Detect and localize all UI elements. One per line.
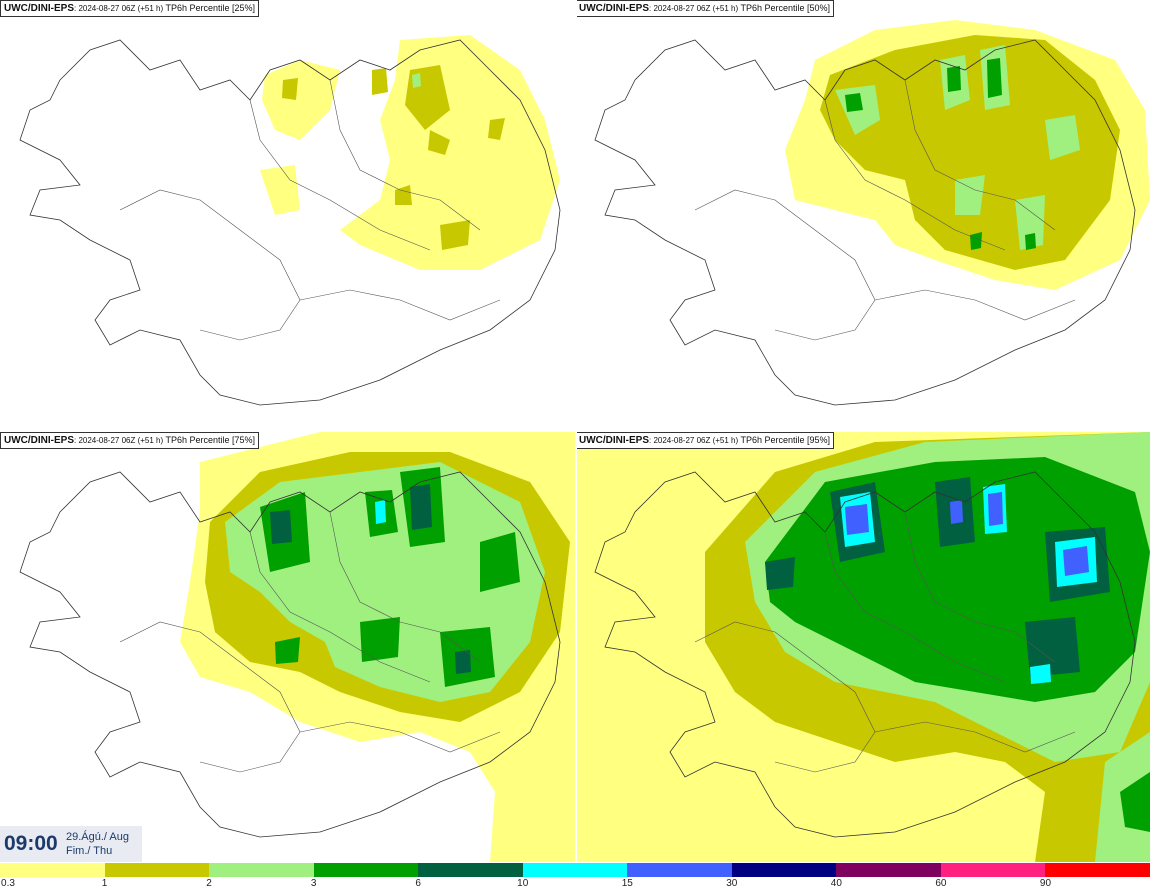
map-panel-p50: UWC/DINI-EPS: 2024-08-27 06Z (+51 h) TP6… xyxy=(575,0,1150,430)
map-panel-p95: UWC/DINI-EPS: 2024-08-27 06Z (+51 h) TP6… xyxy=(575,432,1150,862)
precip-map xyxy=(19,35,561,406)
valid-time: 09:00 xyxy=(4,832,58,855)
legend-tick-label: 60 xyxy=(935,878,947,889)
legend-swatch xyxy=(940,863,1047,877)
valid-weekday: Fim./ Thu xyxy=(66,845,113,857)
panel-divider xyxy=(575,0,577,862)
legend-swatch xyxy=(104,863,211,877)
precip-shading xyxy=(575,432,1150,862)
precip-map xyxy=(594,20,1150,406)
legend-tick-label: 6 xyxy=(415,878,421,889)
legend-tick-label: 15 xyxy=(621,878,633,889)
map-panel-p25: UWC/DINI-EPS: 2024-08-27 06Z (+51 h) TP6… xyxy=(0,0,575,430)
valid-time-box: 09:00 29.Ágú./ Aug Fim./ Thu xyxy=(0,826,142,862)
map-panel-p75: UWC/DINI-EPS: 2024-08-27 06Z (+51 h) TP6… xyxy=(0,432,575,862)
iceland-coastline xyxy=(19,471,561,838)
iceland-coastline xyxy=(594,471,1136,838)
legend-tick-label: 90 xyxy=(1039,878,1052,889)
panel-title: UWC/DINI-EPS: 2024-08-27 06Z (+51 h) TP6… xyxy=(0,0,260,17)
legend-tick-label: 3 xyxy=(310,878,317,889)
panel-title: UWC/DINI-EPS: 2024-08-27 06Z (+51 h) TP6… xyxy=(575,0,835,17)
panel-title: UWC/DINI-EPS: 2024-08-27 06Z (+51 h) TP6… xyxy=(0,432,260,449)
precip-map xyxy=(575,432,1150,862)
iceland-coastline xyxy=(594,39,1136,406)
legend-swatch xyxy=(627,863,733,877)
legend-tick-label: 40 xyxy=(830,878,842,889)
legend-swatch xyxy=(522,863,629,877)
legend-tick-label: 2 xyxy=(206,878,212,889)
legend-tick-label: 0.3 xyxy=(1,878,15,889)
legend-tick-label: 30 xyxy=(726,878,738,889)
panel-title: UWC/DINI-EPS: 2024-08-27 06Z (+51 h) TP6… xyxy=(575,432,835,449)
precip-shading xyxy=(180,432,575,862)
precip-map xyxy=(19,432,575,862)
legend-swatch xyxy=(418,863,524,877)
valid-date: 29.Ágú./ Aug xyxy=(66,831,129,843)
iceland-coastline xyxy=(19,39,561,406)
legend-tick-label: 10 xyxy=(517,878,529,889)
legend-swatch xyxy=(0,863,106,877)
legend-tick-label: 1 xyxy=(101,878,108,889)
precip-shading xyxy=(785,20,1150,290)
legend-swatch xyxy=(1045,863,1150,877)
legend-swatch xyxy=(731,863,838,877)
legend-swatch xyxy=(209,863,315,877)
color-legend: 0.3 1 2 3 6 10 15 30 40 60 90 xyxy=(0,863,1150,891)
legend-swatch xyxy=(836,863,942,877)
legend-swatch xyxy=(313,863,420,877)
precip-shading xyxy=(260,35,560,270)
